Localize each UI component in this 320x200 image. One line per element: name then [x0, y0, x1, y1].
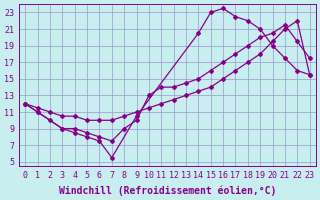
X-axis label: Windchill (Refroidissement éolien,°C): Windchill (Refroidissement éolien,°C): [59, 185, 276, 196]
